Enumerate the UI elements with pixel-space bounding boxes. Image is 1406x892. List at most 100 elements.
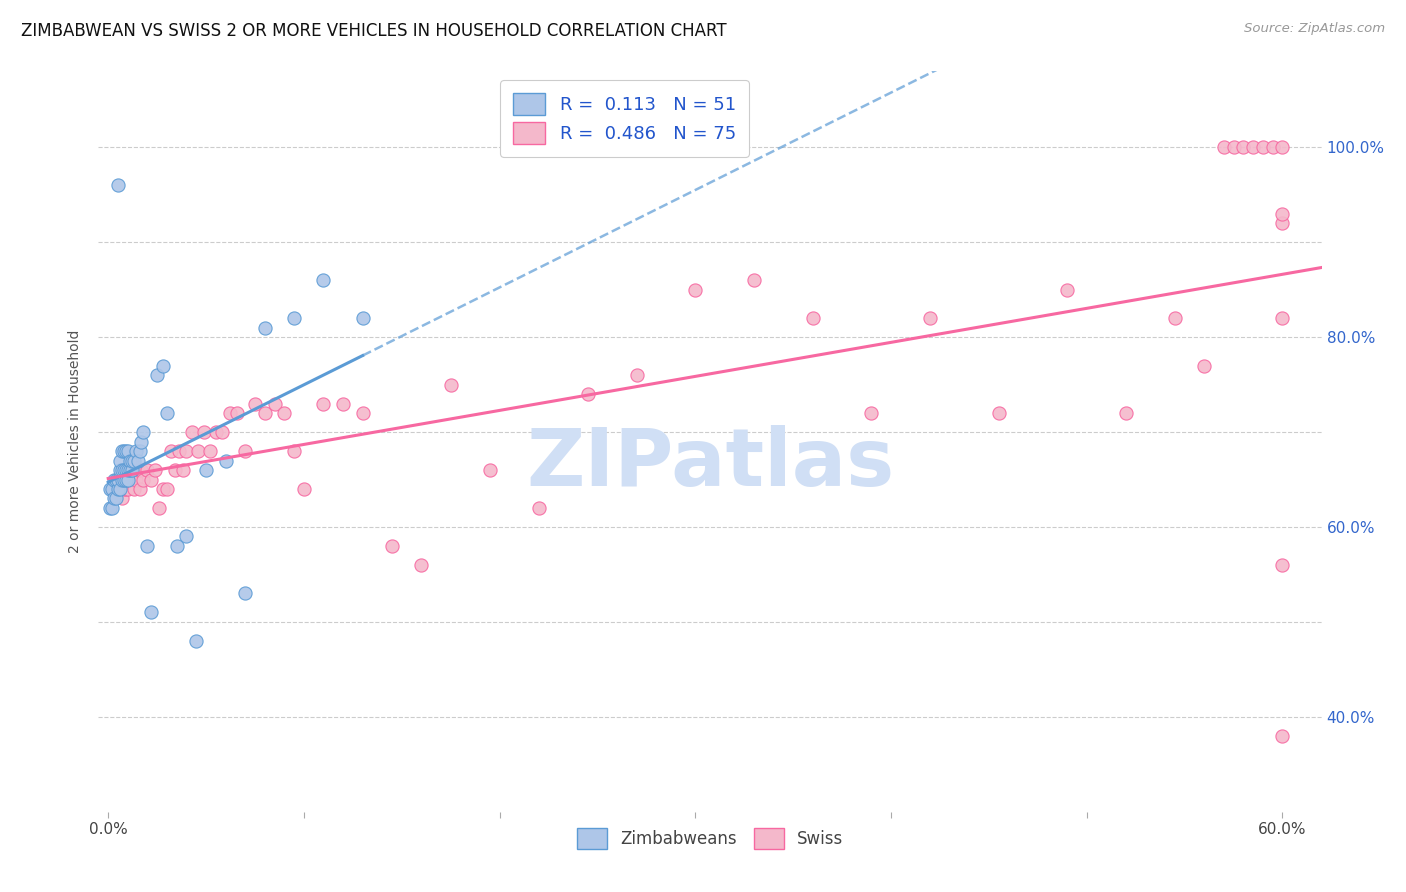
Point — [218, 406, 240, 420]
Point — [98, 500, 121, 515]
Point — [108, 463, 131, 477]
Point — [107, 482, 129, 496]
Point — [1241, 140, 1264, 154]
Point — [226, 406, 249, 420]
Point — [105, 473, 128, 487]
Point — [111, 473, 134, 487]
Point — [128, 482, 150, 496]
Point — [263, 396, 285, 410]
Point — [111, 444, 134, 458]
Point — [176, 444, 198, 458]
Point — [176, 529, 198, 543]
Point — [253, 406, 276, 420]
Point — [1271, 558, 1294, 572]
Point — [742, 273, 765, 287]
Point — [124, 444, 146, 458]
Point — [118, 473, 141, 487]
Point — [1271, 311, 1294, 326]
Point — [103, 473, 125, 487]
Point — [98, 482, 121, 496]
Point — [860, 406, 883, 420]
Point — [121, 453, 143, 467]
Point — [243, 396, 266, 410]
Point — [478, 463, 501, 477]
Point — [111, 491, 134, 506]
Point — [1271, 207, 1294, 221]
Point — [114, 473, 136, 487]
Point — [195, 463, 218, 477]
Point — [283, 311, 305, 326]
Point — [131, 434, 153, 449]
Point — [117, 444, 139, 458]
Point — [132, 425, 155, 439]
Point — [527, 500, 550, 515]
Point — [987, 406, 1010, 420]
Point — [1271, 140, 1294, 154]
Point — [121, 473, 143, 487]
Point — [198, 444, 221, 458]
Point — [1261, 140, 1284, 154]
Point — [107, 473, 129, 487]
Point — [160, 444, 183, 458]
Point — [141, 606, 163, 620]
Point — [117, 473, 139, 487]
Point — [128, 444, 150, 458]
Point — [108, 482, 131, 496]
Point — [685, 283, 707, 297]
Point — [136, 463, 159, 477]
Point — [166, 539, 188, 553]
Point — [312, 396, 335, 410]
Point — [112, 473, 135, 487]
Point — [352, 311, 374, 326]
Point — [1271, 216, 1294, 230]
Point — [253, 320, 276, 334]
Point — [132, 473, 155, 487]
Point — [114, 463, 136, 477]
Point — [105, 491, 128, 506]
Point — [118, 453, 141, 467]
Point — [127, 463, 149, 477]
Point — [152, 359, 174, 373]
Point — [187, 444, 209, 458]
Point — [292, 482, 315, 496]
Point — [111, 463, 134, 477]
Point — [1212, 140, 1234, 154]
Legend: Zimbabweans, Swiss: Zimbabweans, Swiss — [571, 822, 849, 855]
Point — [186, 633, 208, 648]
Point — [214, 453, 236, 467]
Point — [1271, 729, 1294, 743]
Point — [114, 482, 136, 496]
Point — [112, 463, 135, 477]
Point — [920, 311, 942, 326]
Text: Source: ZipAtlas.com: Source: ZipAtlas.com — [1244, 22, 1385, 36]
Point — [108, 473, 131, 487]
Point — [576, 387, 599, 401]
Point — [107, 178, 129, 193]
Y-axis label: 2 or more Vehicles in Household: 2 or more Vehicles in Household — [69, 330, 83, 553]
Point — [122, 453, 145, 467]
Point — [136, 539, 159, 553]
Point — [114, 444, 136, 458]
Point — [381, 539, 404, 553]
Point — [156, 406, 179, 420]
Point — [117, 473, 139, 487]
Point — [332, 396, 354, 410]
Point — [1115, 406, 1137, 420]
Point — [121, 463, 143, 477]
Point — [1232, 140, 1254, 154]
Point — [233, 444, 256, 458]
Point — [146, 368, 169, 383]
Point — [1251, 140, 1274, 154]
Point — [117, 482, 139, 496]
Point — [112, 482, 135, 496]
Point — [112, 444, 135, 458]
Point — [1192, 359, 1215, 373]
Point — [273, 406, 295, 420]
Point — [312, 273, 335, 287]
Point — [193, 425, 215, 439]
Text: ZIPatlas: ZIPatlas — [526, 425, 894, 503]
Point — [101, 500, 124, 515]
Point — [118, 463, 141, 477]
Point — [141, 473, 163, 487]
Point — [152, 482, 174, 496]
